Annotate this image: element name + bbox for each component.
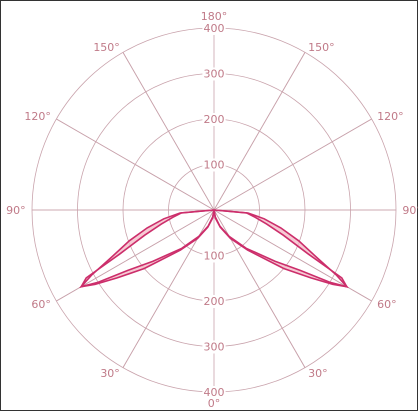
angle-label-right-60: 60°: [377, 298, 397, 311]
series-layer: [79, 209, 349, 288]
angle-label-left-150: 150°: [93, 41, 120, 54]
radial-tick-top-300: 300: [204, 68, 225, 81]
radial-tick-top-200-bg: [202, 113, 226, 126]
radial-tick-bottom-400: 400: [204, 386, 225, 399]
angle-label-right-150: 150°: [308, 41, 335, 54]
angle-label-right-30: 30°: [308, 367, 328, 380]
radial-tick-top-300-bg: [202, 67, 226, 81]
angle-label-left-60: 60°: [31, 298, 51, 311]
radial-tick-top-400-bg: [202, 22, 226, 35]
series-0-inner-line-right: [213, 209, 349, 288]
radial-tick-bottom-200: 200: [204, 295, 225, 308]
radial-tick-bottom-200-bg: [202, 295, 226, 308]
radial-tick-bottom-300-bg: [202, 340, 226, 354]
radial-tick-top-100: 100: [204, 159, 225, 172]
radial-tick-bottom-100-bg: [202, 249, 226, 263]
radial-tick-bottom-300: 300: [204, 341, 225, 354]
angle-label-left-120: 120°: [24, 110, 51, 123]
radial-tick-bottom-400-bg: [202, 386, 226, 399]
series-0-inner-line-left: [79, 209, 215, 288]
radial-tick-top-100-bg: [202, 158, 226, 172]
angle-label-right-120: 120°: [377, 110, 404, 123]
angle-label-0: 0°: [208, 397, 221, 410]
angle-label-right-90: 90°: [402, 204, 418, 217]
axis-labels: 1002003004001002003004000°180°30°60°90°1…: [6, 10, 418, 410]
radial-tick-bottom-100: 100: [204, 250, 225, 263]
radial-tick-top-200: 200: [204, 113, 225, 126]
angle-label-left-30: 30°: [100, 367, 120, 380]
angle-label-left-90: 90°: [6, 204, 26, 217]
angle-label-180: 180°: [201, 10, 228, 23]
radial-tick-top-400: 400: [204, 22, 225, 35]
